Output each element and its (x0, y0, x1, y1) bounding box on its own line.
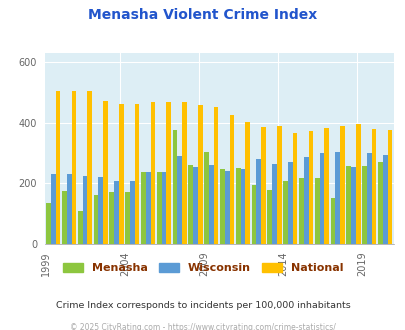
Bar (355, 124, 360, 244)
Bar (188, 165, 193, 244)
Bar (339, 126, 344, 244)
Bar (271, 164, 276, 244)
Bar (330, 198, 335, 244)
Bar (224, 171, 229, 244)
Bar (256, 158, 260, 244)
Bar (119, 105, 124, 244)
Bar (260, 127, 265, 244)
Bar (283, 181, 287, 244)
Bar (166, 102, 171, 244)
Bar (350, 167, 355, 244)
Bar (161, 172, 166, 244)
Bar (125, 192, 130, 244)
Bar (382, 154, 386, 244)
Bar (193, 167, 197, 244)
Text: Crime Index corresponds to incidents per 100,000 inhabitants: Crime Index corresponds to incidents per… (55, 301, 350, 310)
Bar (94, 195, 98, 244)
Bar (66, 174, 71, 244)
Bar (55, 91, 60, 244)
Bar (182, 102, 186, 244)
Bar (386, 130, 391, 244)
Bar (114, 181, 119, 244)
Bar (298, 178, 303, 244)
Bar (134, 105, 139, 244)
Bar (71, 91, 76, 244)
Bar (303, 157, 308, 244)
Bar (371, 129, 375, 244)
Bar (276, 126, 281, 244)
Bar (172, 130, 177, 244)
Bar (319, 153, 324, 244)
Bar (324, 128, 328, 244)
Bar (229, 115, 234, 244)
Bar (103, 101, 108, 244)
Bar (308, 131, 313, 244)
Text: © 2025 CityRating.com - https://www.cityrating.com/crime-statistics/: © 2025 CityRating.com - https://www.city… (70, 323, 335, 330)
Bar (213, 108, 218, 244)
Bar (51, 174, 55, 244)
Bar (98, 177, 103, 244)
Bar (204, 151, 209, 244)
Bar (366, 153, 371, 244)
Bar (150, 102, 155, 244)
Bar (240, 169, 245, 244)
Bar (345, 166, 350, 244)
Bar (177, 156, 182, 244)
Bar (251, 185, 256, 244)
Bar (220, 169, 224, 244)
Bar (245, 122, 249, 244)
Bar (82, 176, 87, 244)
Bar (130, 181, 134, 244)
Bar (314, 178, 319, 244)
Text: Menasha Violent Crime Index: Menasha Violent Crime Index (88, 8, 317, 22)
Bar (46, 203, 51, 244)
Bar (287, 162, 292, 244)
Bar (141, 172, 145, 244)
Bar (145, 172, 150, 244)
Bar (361, 166, 366, 244)
Bar (78, 211, 82, 244)
Bar (156, 172, 161, 244)
Legend: Menasha, Wisconsin, National: Menasha, Wisconsin, National (63, 263, 342, 273)
Bar (377, 162, 382, 244)
Bar (109, 192, 114, 244)
Bar (197, 105, 202, 244)
Bar (292, 133, 297, 244)
Bar (209, 165, 213, 244)
Bar (335, 151, 339, 244)
Bar (267, 190, 271, 244)
Bar (87, 91, 92, 244)
Bar (62, 191, 66, 244)
Bar (235, 168, 240, 244)
